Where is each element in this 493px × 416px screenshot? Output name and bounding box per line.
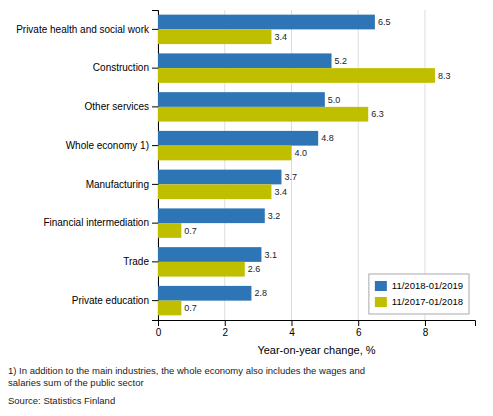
x-axis-line — [159, 321, 476, 327]
bar — [158, 131, 318, 146]
y-tick: Other services — [85, 101, 158, 112]
bar — [158, 15, 375, 30]
y-tick-mark — [152, 68, 158, 69]
y-tick: Financial intermediation — [43, 217, 158, 228]
legend-item: 11/2018-01/2019 — [375, 280, 463, 291]
x-tick-mark — [225, 320, 226, 326]
bar — [158, 170, 281, 185]
legend-label: 11/2018-01/2019 — [392, 280, 463, 291]
y-tick: Whole economy 1) — [66, 140, 158, 151]
bar — [158, 223, 181, 238]
x-axis: 0 2 4 6 8 — [156, 320, 476, 338]
y-tick-label: Construction — [93, 62, 149, 73]
y-tick-mark — [152, 145, 158, 146]
data-label: 0.7 — [184, 226, 197, 236]
x-tick-label: 8 — [423, 327, 429, 338]
x-tick: 0 — [156, 320, 162, 338]
x-tick-label: 6 — [356, 327, 362, 338]
data-label: 0.7 — [184, 303, 197, 313]
legend-frame — [369, 274, 469, 314]
y-tick-label: Private health and social work — [16, 24, 150, 35]
data-label: 3.1 — [264, 250, 277, 260]
x-tick: 8 — [423, 320, 429, 338]
data-label: 3.7 — [284, 172, 297, 182]
y-axis: Private health and social work Constructi… — [16, 11, 158, 321]
y-tick: Trade — [123, 256, 158, 267]
x-tick: 2 — [222, 320, 228, 338]
bar — [158, 184, 271, 199]
data-label: 6.3 — [371, 109, 384, 119]
y-tick-label: Other services — [85, 101, 149, 112]
y-tick-label: Trade — [123, 256, 149, 267]
bar — [158, 29, 271, 44]
bar — [158, 146, 291, 161]
x-tick: 6 — [356, 320, 362, 338]
bar — [158, 92, 325, 107]
bar — [158, 262, 245, 277]
data-labels: 6.5 5.2 5.0 4.8 3.7 3.2 3.1 2.8 3.4 8.3 6.3 4.0 3.4 0… — [184, 17, 450, 313]
data-label: 2.8 — [254, 288, 267, 298]
x-tick: 4 — [289, 320, 295, 338]
footnote: Source: Statistics Finland — [8, 395, 115, 406]
bar — [158, 286, 251, 301]
legend-label: 11/2017-01/2018 — [392, 296, 463, 307]
y-tick-label: Whole economy 1) — [66, 140, 149, 151]
x-tick-label: 4 — [289, 327, 295, 338]
data-label: 5.2 — [335, 56, 348, 66]
y-tick-mark — [152, 223, 158, 224]
legend-swatch — [375, 281, 387, 291]
data-label: 3.2 — [268, 211, 281, 221]
data-label: 5.0 — [328, 95, 341, 105]
y-tick: Construction — [93, 62, 158, 73]
y-tick-label: Manufacturing — [86, 179, 149, 190]
bar — [158, 107, 368, 122]
footnote-line: 1) In addition to the main industries, t… — [8, 365, 365, 376]
legend-swatch — [375, 297, 387, 307]
bar — [158, 208, 265, 223]
y-tick-mark — [152, 106, 158, 107]
chart: 0 2 4 6 8 Private health and social work Const… — [0, 0, 493, 416]
data-label: 4.0 — [294, 148, 307, 158]
plot: 0 2 4 6 8 Private health and social work Const… — [16, 10, 475, 356]
y-tick-mark — [152, 184, 158, 185]
data-label: 2.6 — [248, 264, 261, 274]
bar — [158, 247, 261, 262]
y-tick: Manufacturing — [86, 179, 158, 190]
bar — [158, 301, 181, 316]
data-label: 6.5 — [378, 17, 391, 27]
x-tick-mark — [291, 320, 292, 326]
bars — [158, 15, 435, 316]
y-tick: Private education — [72, 295, 158, 306]
x-tick-mark — [358, 320, 359, 326]
x-tick-label: 0 — [156, 327, 162, 338]
x-tick-label: 2 — [222, 327, 228, 338]
data-label: 3.4 — [274, 32, 287, 42]
x-tick-mark — [425, 320, 426, 326]
y-axis-line — [152, 11, 159, 321]
footnote-line: Source: Statistics Finland — [8, 395, 115, 406]
grid-line — [358, 10, 359, 320]
y-tick-mark — [152, 29, 158, 30]
bar — [158, 53, 332, 68]
footnote: 1) In addition to the main industries, t… — [8, 365, 365, 388]
footnote-line: salaries sum of the public sector — [8, 377, 144, 388]
data-label: 8.3 — [438, 71, 451, 81]
x-axis-title: Year-on-year change, % — [257, 344, 375, 356]
data-label: 3.4 — [274, 187, 287, 197]
bar — [158, 68, 435, 83]
y-tick-mark — [152, 300, 158, 301]
data-label: 4.8 — [321, 133, 334, 143]
y-tick-label: Financial intermediation — [43, 217, 149, 228]
y-tick-label: Private education — [72, 295, 149, 306]
legend: 11/2018-01/2019 11/2017-01/2018 — [369, 274, 469, 314]
y-tick: Private health and social work — [16, 24, 158, 35]
legend-item: 11/2017-01/2018 — [375, 296, 463, 307]
y-tick-mark — [152, 261, 158, 262]
